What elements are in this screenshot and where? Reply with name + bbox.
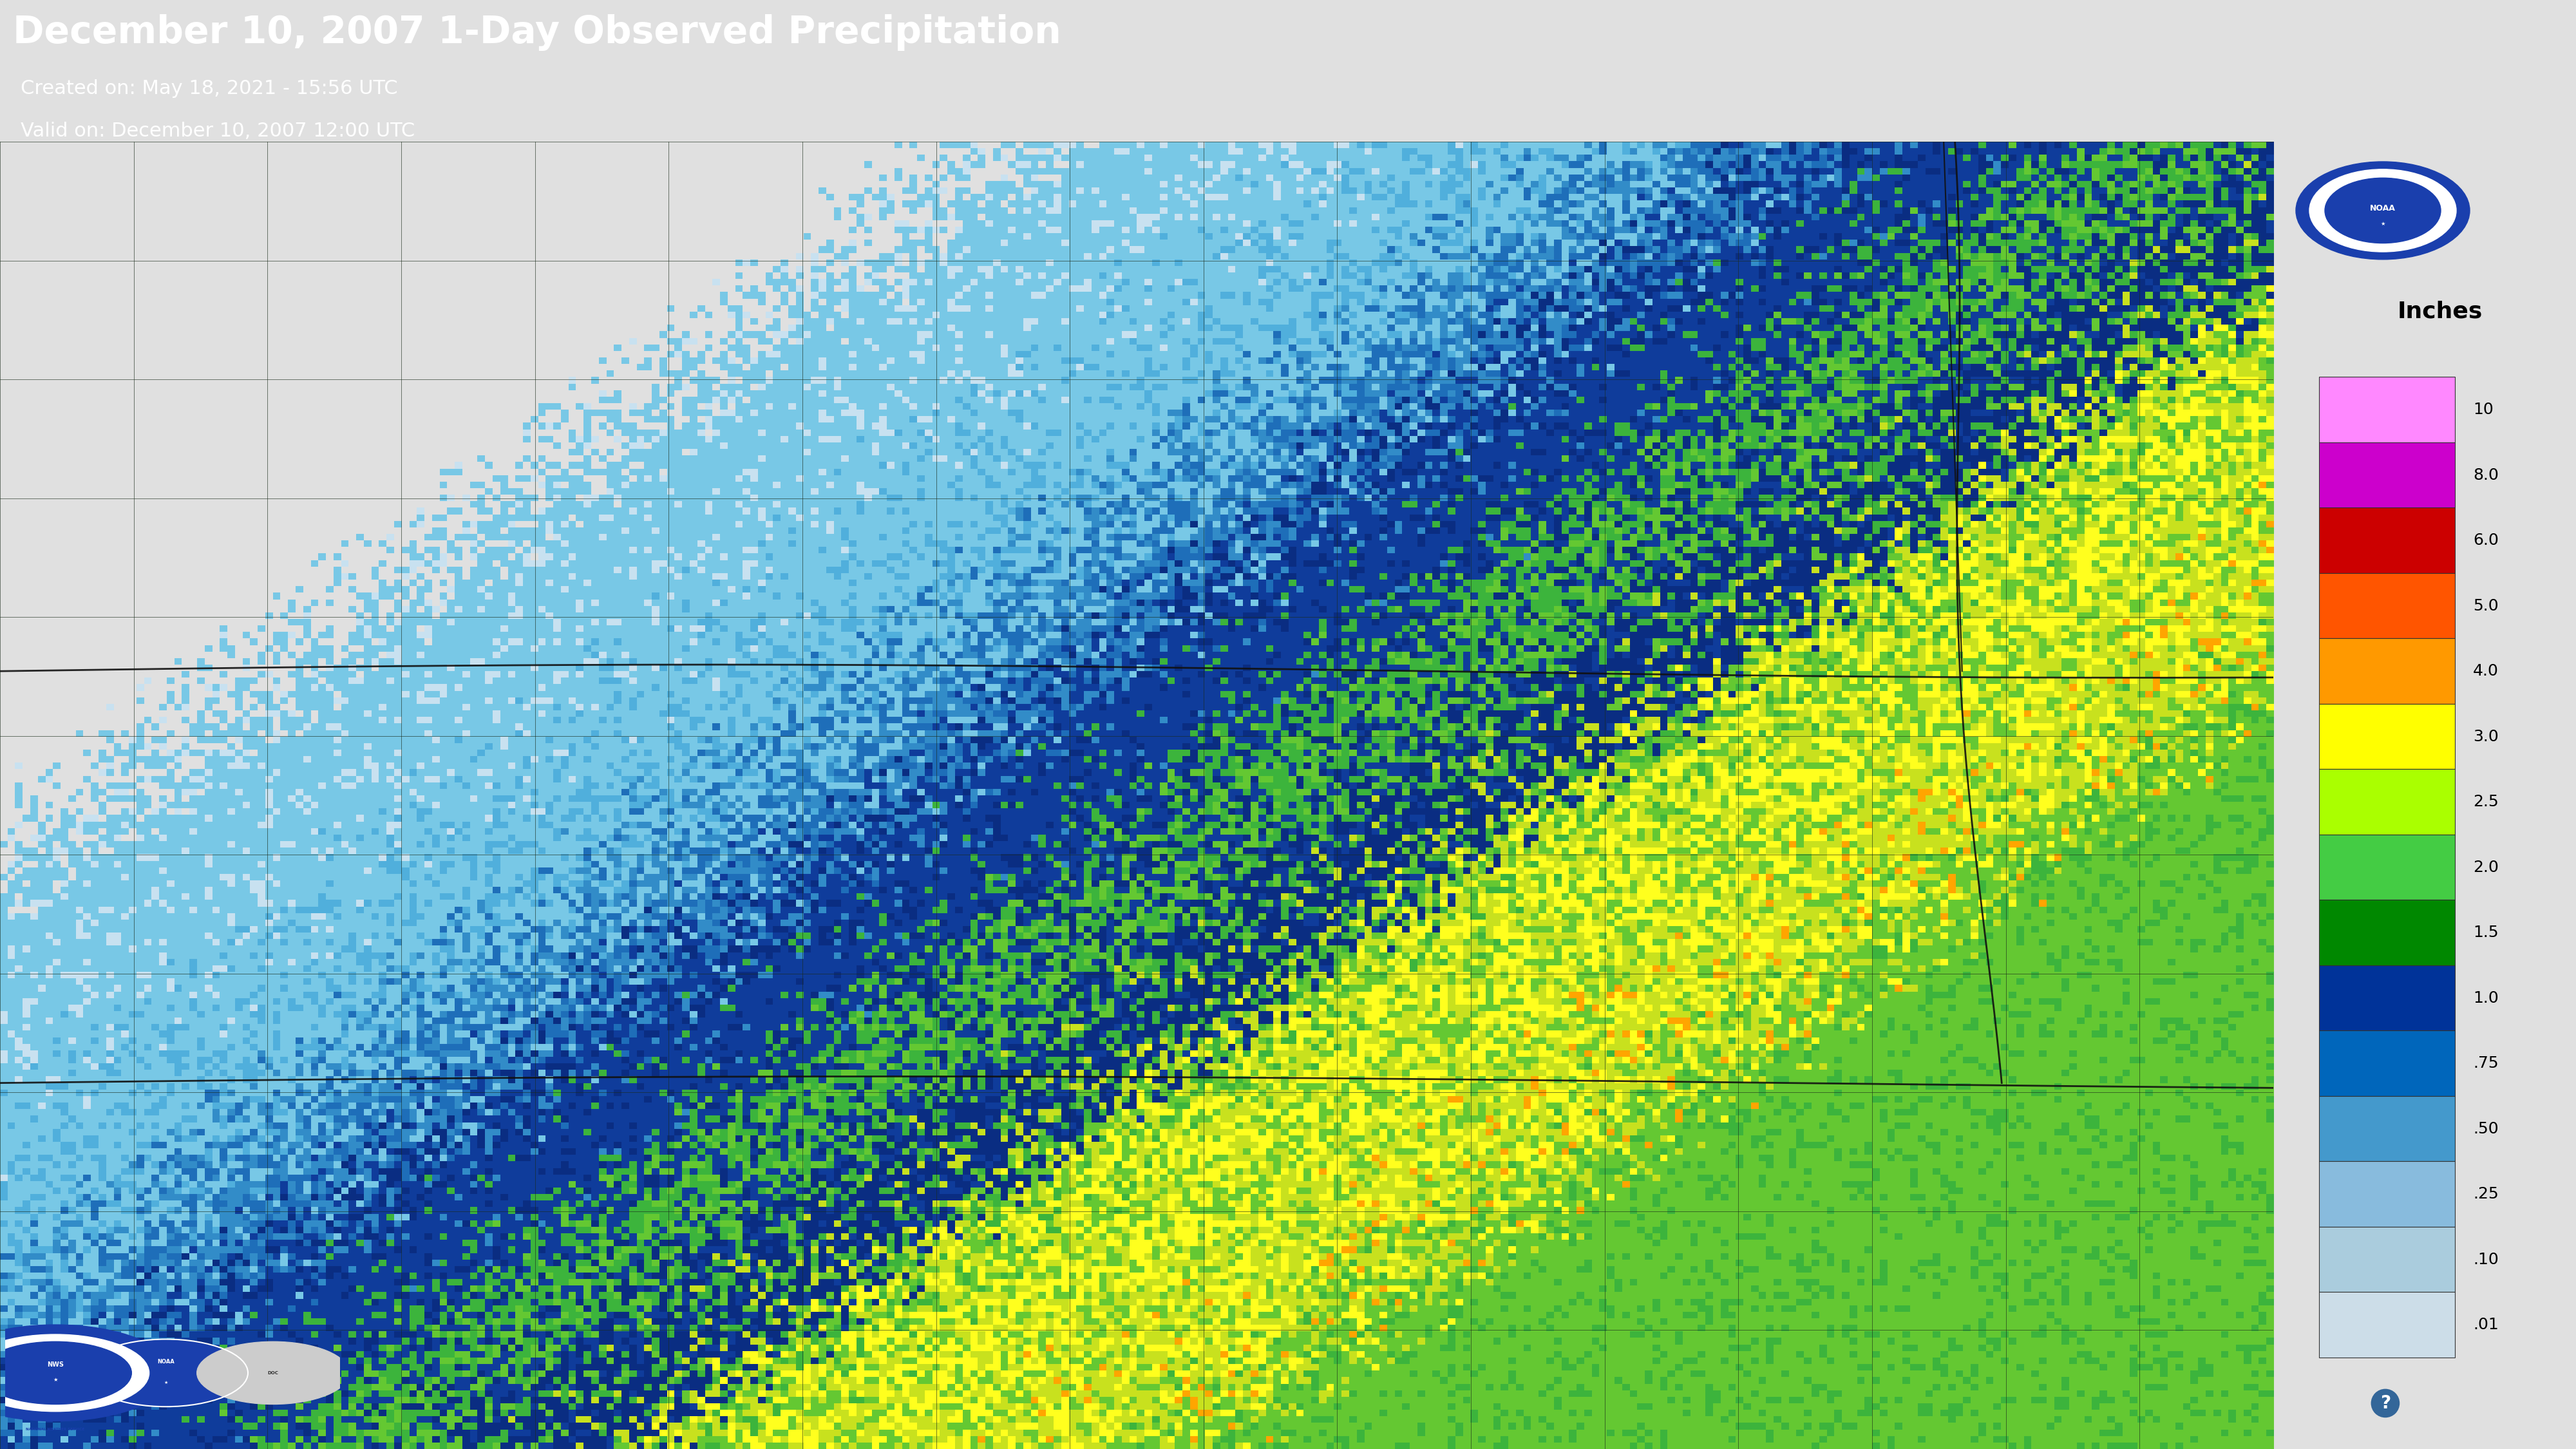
Text: .50: .50 xyxy=(2473,1122,2499,1136)
Text: 1.0: 1.0 xyxy=(2473,990,2499,1006)
Text: NOAA: NOAA xyxy=(157,1359,175,1365)
Bar xyxy=(2318,965,2455,1030)
Bar xyxy=(2318,574,2455,639)
Bar xyxy=(2318,377,2455,442)
Circle shape xyxy=(2308,170,2458,252)
Text: .10: .10 xyxy=(2473,1252,2499,1268)
Circle shape xyxy=(2295,162,2470,259)
Text: 6.0: 6.0 xyxy=(2473,533,2499,548)
Circle shape xyxy=(0,1324,173,1421)
Text: ★: ★ xyxy=(54,1377,57,1382)
Text: .01: .01 xyxy=(2473,1317,2499,1333)
Text: 4.0: 4.0 xyxy=(2473,664,2499,680)
Text: 2.0: 2.0 xyxy=(2473,859,2499,875)
Bar xyxy=(2318,1293,2455,1358)
Text: ?: ? xyxy=(2380,1394,2391,1413)
Circle shape xyxy=(0,1342,131,1404)
Text: December 10, 2007 1-Day Observed Precipitation: December 10, 2007 1-Day Observed Precipi… xyxy=(13,14,1061,51)
Bar xyxy=(2318,769,2455,835)
Text: NATIONAL WEATHER SERVICE: NATIONAL WEATHER SERVICE xyxy=(26,1427,85,1430)
Text: Valid on: December 10, 2007 12:00 UTC: Valid on: December 10, 2007 12:00 UTC xyxy=(21,122,415,141)
Text: 3.0: 3.0 xyxy=(2473,729,2499,745)
Circle shape xyxy=(85,1340,245,1406)
Text: .25: .25 xyxy=(2473,1187,2499,1201)
Bar xyxy=(2318,900,2455,965)
Bar xyxy=(2318,442,2455,507)
Circle shape xyxy=(0,1335,149,1411)
Bar xyxy=(2318,1030,2455,1095)
Text: NOAA: NOAA xyxy=(2370,204,2396,213)
Bar xyxy=(2318,507,2455,574)
Text: .75: .75 xyxy=(2473,1056,2499,1071)
Bar xyxy=(2318,1227,2455,1293)
Text: Created on: May 18, 2021 - 15:56 UTC: Created on: May 18, 2021 - 15:56 UTC xyxy=(21,80,397,99)
Bar xyxy=(2318,1095,2455,1162)
Text: Inches: Inches xyxy=(2398,301,2483,323)
Bar xyxy=(2318,835,2455,900)
Bar xyxy=(2318,1162,2455,1227)
Circle shape xyxy=(196,1342,350,1404)
Text: 1.5: 1.5 xyxy=(2473,924,2499,940)
Text: 5.0: 5.0 xyxy=(2473,598,2499,613)
Text: ★: ★ xyxy=(165,1381,167,1384)
Circle shape xyxy=(2324,178,2442,243)
Text: ★: ★ xyxy=(2380,220,2385,226)
Bar xyxy=(2318,639,2455,704)
Text: 8.0: 8.0 xyxy=(2473,468,2499,483)
Bar xyxy=(2318,704,2455,769)
Text: NWS: NWS xyxy=(46,1362,64,1368)
Text: DOC: DOC xyxy=(268,1371,278,1375)
Text: 10: 10 xyxy=(2473,401,2494,417)
Text: 2.5: 2.5 xyxy=(2473,794,2499,810)
